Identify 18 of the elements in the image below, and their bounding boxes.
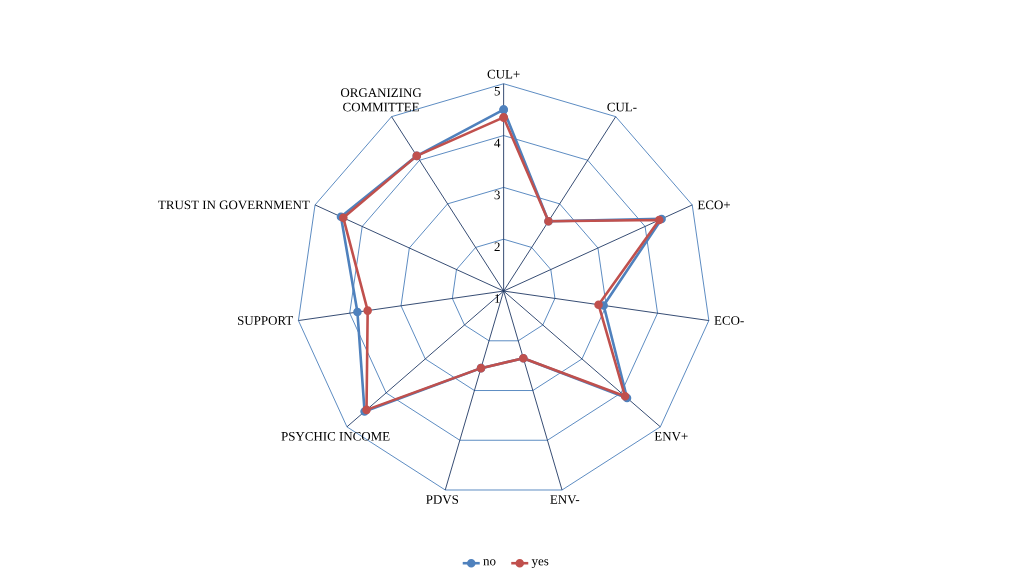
spoke-label: ENV- [550,495,580,504]
spoke-label: ECO+ [697,200,730,210]
spoke-label: ECO- [714,316,744,325]
spoke-label: TRUST IN GOVERNMENT [158,200,310,210]
spoke-label: PSYCHIC INCOME [281,431,390,441]
y-tick-label: 1 [495,294,500,303]
y-tick-label: 5 [494,86,500,96]
spoke-label: CUL+ [487,69,520,79]
spoke-label: ORGANIZING COMMITTEE [340,88,422,112]
legend-label: no [483,559,496,566]
spoke-label: PDVS [426,495,459,504]
y-tick-label: 2 [494,242,500,251]
y-tick-label: 3 [494,190,500,200]
y-tick-label: 4 [494,138,501,148]
spoke-label: CUL- [607,102,637,112]
legend-label: yes [531,559,549,569]
spoke-label: ENV+ [654,431,688,441]
spoke-label: SUPPORT [237,316,294,325]
